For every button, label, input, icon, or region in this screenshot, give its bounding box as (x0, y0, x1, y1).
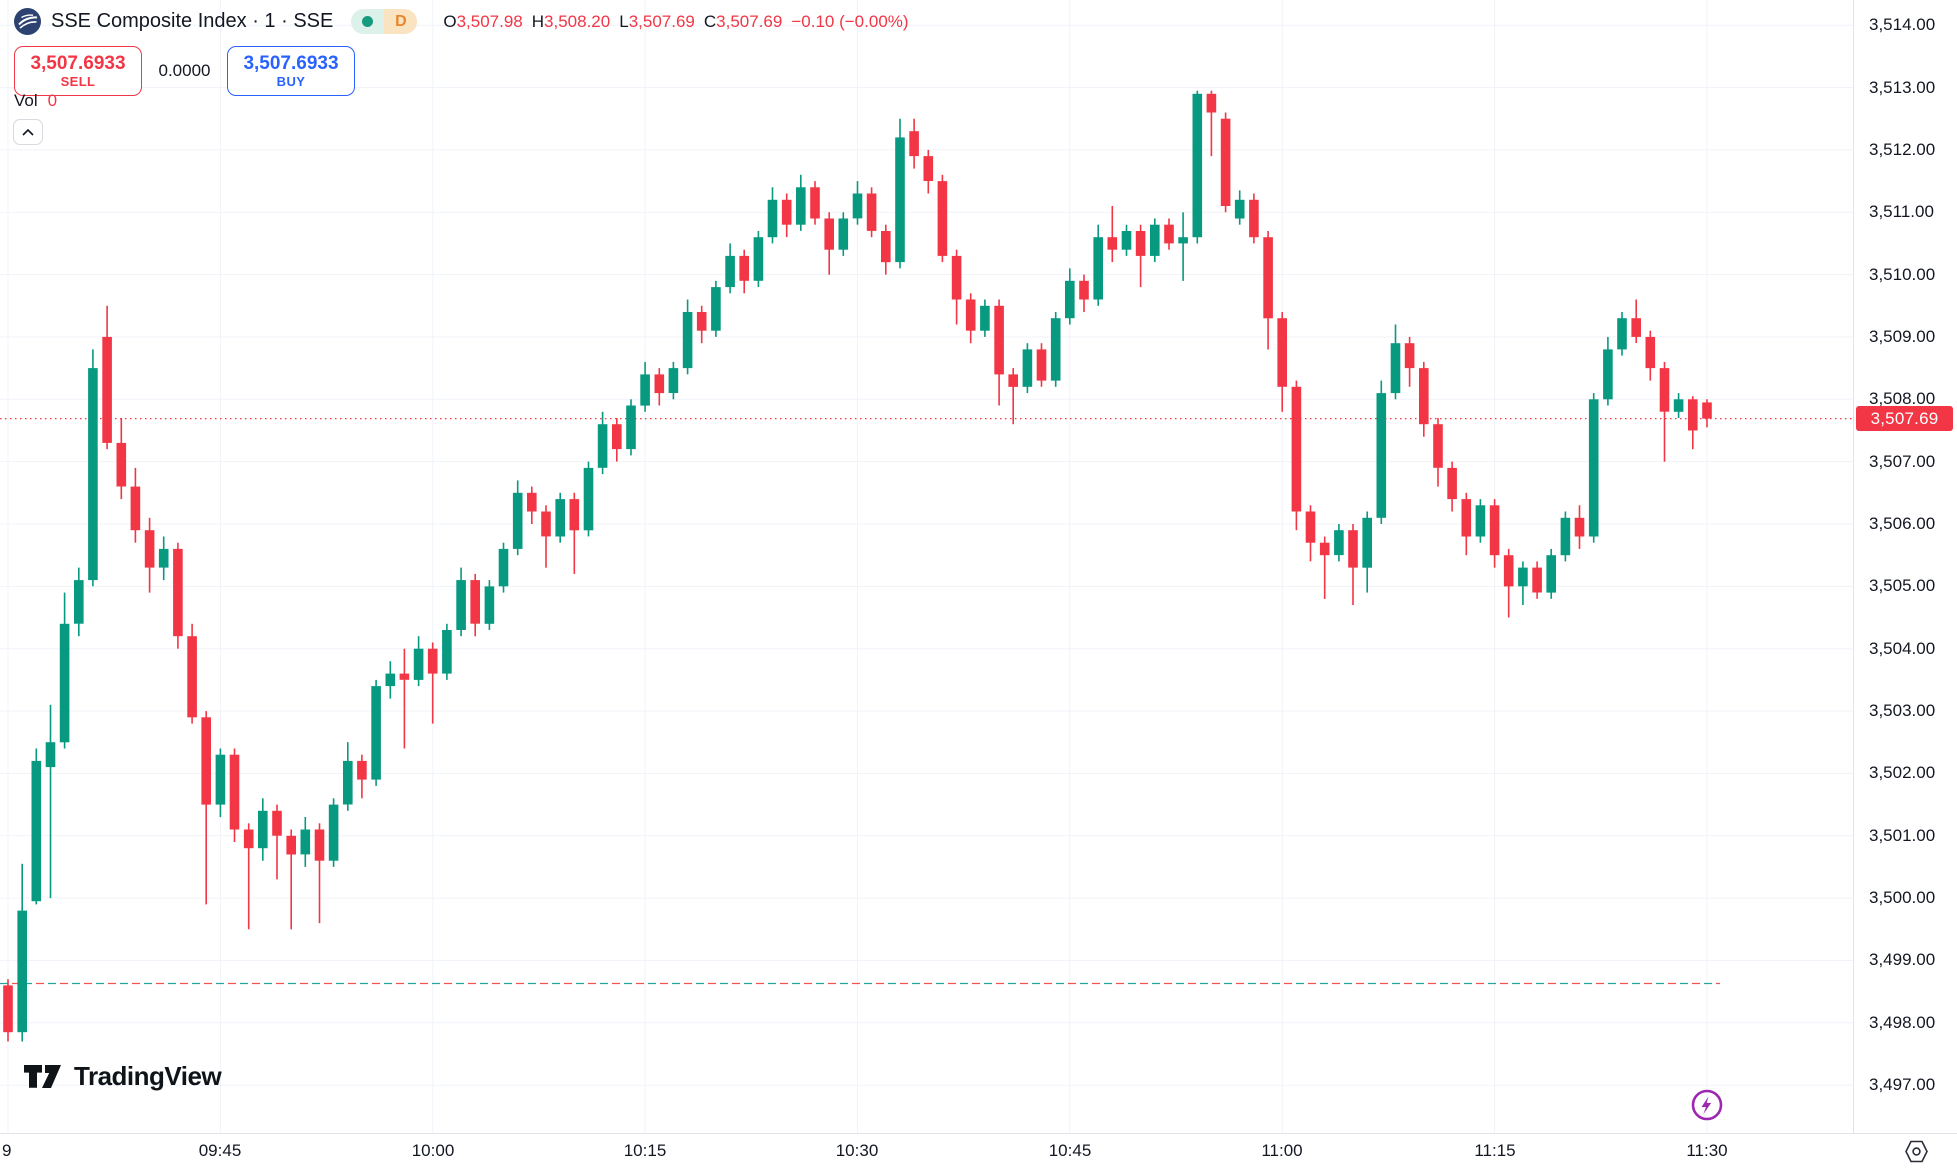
time-axis[interactable]: 9 09:45 10:00 10:15 10:30 10:45 11:00 11:15 11:3… (0, 1133, 1957, 1171)
change-readout: −0.10 (−0.00%) (791, 11, 909, 31)
volume-readout: Vol 0 (14, 91, 58, 110)
price-tick-label: 3,504.00 (1869, 639, 1936, 658)
symbol-title[interactable]: SSE Composite Index · 1 · SSE (51, 10, 334, 32)
price-tick-label: 3,511.00 (1869, 202, 1934, 221)
price-tick-label: 3,510.00 (1869, 265, 1936, 284)
collapse-panel-button[interactable] (13, 119, 43, 145)
time-tick-label: 11:30 (1686, 1141, 1728, 1160)
price-tick-label: 3,505.00 (1869, 576, 1936, 595)
lightning-icon[interactable] (1690, 1088, 1724, 1122)
tradingview-logo-text: TradingView (74, 1061, 222, 1091)
price-tick-label: 3,509.00 (1869, 327, 1936, 346)
trade-panel: 3,507.6933 SELL 0.0000 3,507.6933 BUY (14, 46, 355, 96)
time-tick-label: 10:45 (1048, 1141, 1092, 1160)
price-axis[interactable]: 3,514.00 3,513.00 3,512.00 3,511.00 3,510.00… (1853, 0, 1957, 1133)
price-tick-label: 3,513.00 (1869, 78, 1936, 97)
price-tick-label: 3,500.00 (1869, 888, 1936, 907)
time-tick-label: 11:00 (1261, 1141, 1303, 1160)
price-tick-label: 3,497.00 (1869, 1075, 1936, 1094)
price-tick-label: 3,503.00 (1869, 701, 1936, 720)
tradingview-logo-icon (24, 1064, 61, 1088)
time-tick-label: 10:00 (411, 1141, 455, 1160)
spread-value: 0.0000 (158, 61, 211, 80)
time-tick-label: 9 (2, 1141, 12, 1160)
price-tick-label: 3,506.00 (1869, 514, 1936, 533)
price-tick-label: 3,514.00 (1869, 15, 1936, 34)
ohlc-readout: O3,507.98 H3,508.20 L3,507.69 C3,507.69 … (443, 11, 909, 31)
price-tick-label: 3,498.00 (1869, 1013, 1936, 1032)
price-tick-label: 3,507.00 (1869, 452, 1936, 471)
chevron-up-icon (22, 128, 34, 136)
time-tick-label: 11:15 (1474, 1141, 1516, 1160)
time-tick-label: 10:30 (835, 1141, 879, 1160)
price-tick-label: 3,499.00 (1869, 950, 1936, 969)
price-tick-label: 3,508.00 (1869, 389, 1936, 408)
chart-legend[interactable]: SSE Composite Index · 1 · SSE D O3,507.9… (14, 8, 909, 35)
market-status-dot-icon (351, 9, 385, 34)
price-tick-label: 3,501.00 (1869, 826, 1936, 845)
sell-button[interactable]: 3,507.6933 SELL (14, 46, 142, 96)
time-tick-label: 10:15 (623, 1141, 667, 1160)
hexagon-settings-icon[interactable] (1904, 1139, 1929, 1164)
price-tick-label: 3,512.00 (1869, 140, 1936, 159)
price-tick-label: 3,502.00 (1869, 763, 1936, 782)
interval-badge[interactable]: D (351, 9, 418, 34)
candlestick-chart[interactable] (0, 0, 1853, 1133)
sse-logo-icon (14, 8, 41, 35)
tradingview-attribution[interactable]: TradingView (24, 1061, 222, 1092)
buy-button[interactable]: 3,507.6933 BUY (227, 46, 355, 96)
daily-interval-label: D (384, 9, 418, 34)
time-tick-label: 09:45 (198, 1141, 242, 1160)
last-price-label: 3,507.69 (1856, 406, 1953, 431)
